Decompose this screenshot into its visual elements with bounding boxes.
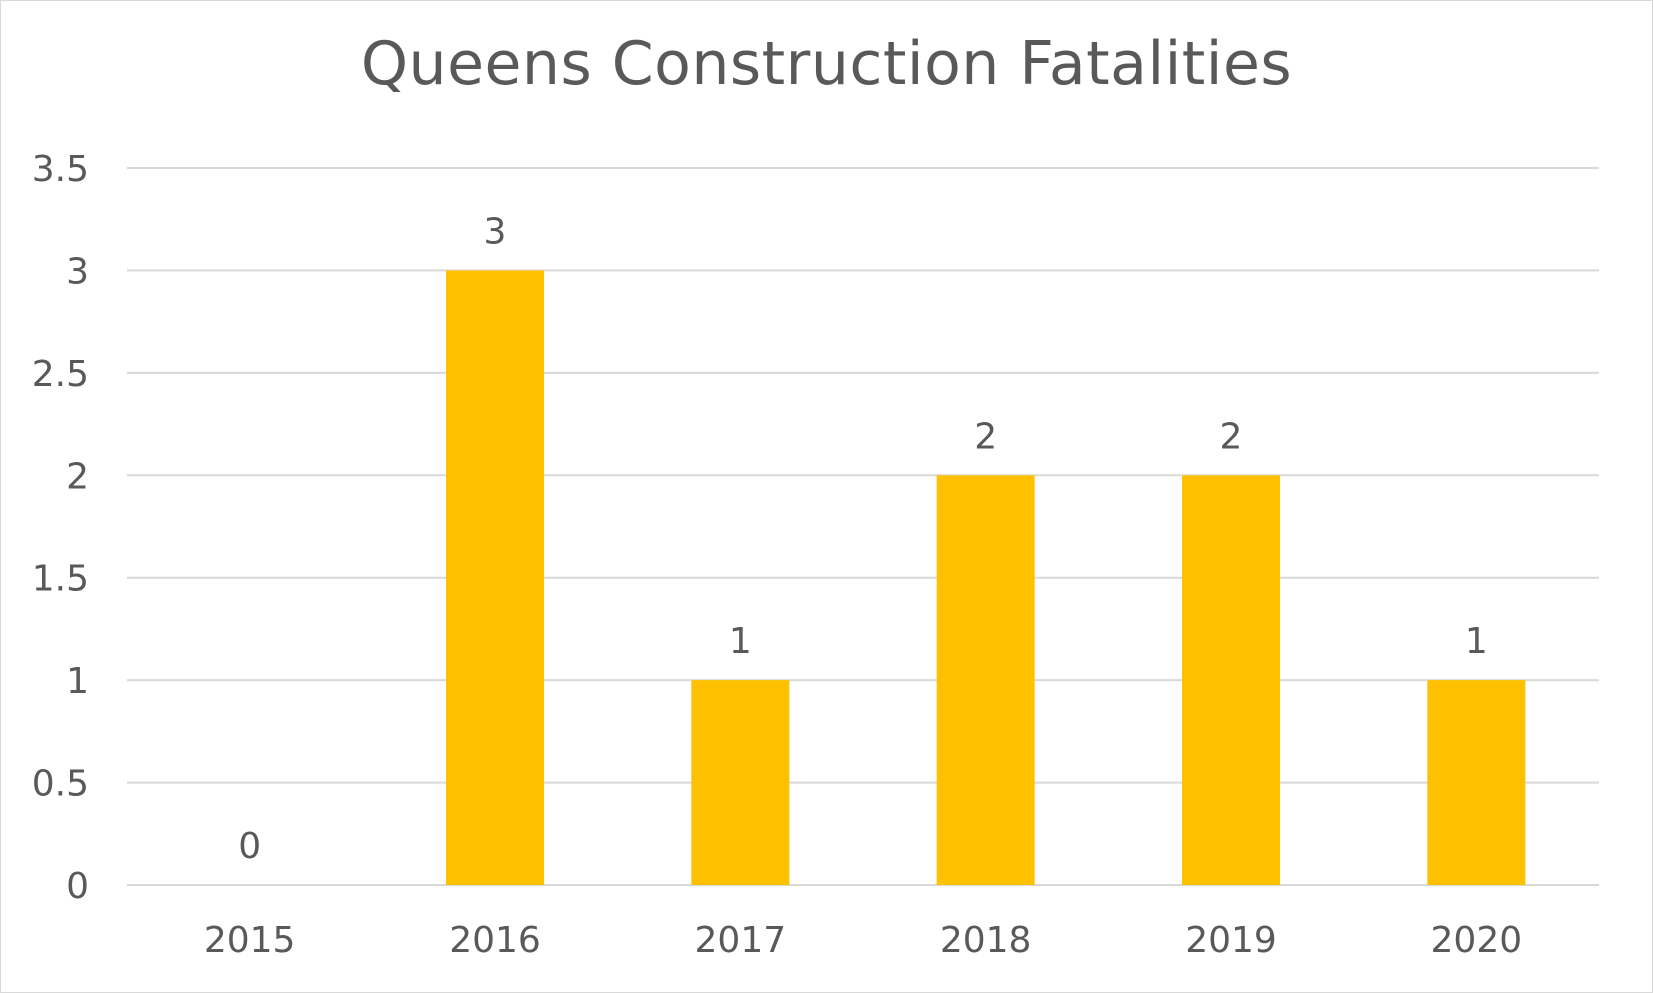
chart-title: Queens Construction Fatalities [360,29,1293,99]
x-axis-tick-labels: 2015 2016 2017 2018 2019 2020 [204,920,1522,961]
data-labels: 0 3 1 2 2 1 [238,211,1488,867]
y-axis-tick-labels: 0 0.5 1 1.5 2 2.5 3 3.5 [32,149,89,907]
x-tick-label: 2015 [204,920,296,961]
x-tick-label: 2019 [1185,920,1277,961]
y-tick-label: 2 [66,456,89,497]
data-label-2019: 2 [1220,416,1243,457]
data-label-2016: 3 [484,211,507,252]
x-tick-label: 2017 [695,920,787,961]
x-tick-label: 2020 [1431,920,1523,961]
x-tick-label: 2018 [940,920,1032,961]
data-label-2017: 1 [729,621,752,662]
bar-2019 [1182,475,1280,885]
data-label-2018: 2 [974,416,997,457]
y-tick-label: 3.5 [32,149,89,190]
bar-2018 [936,475,1035,885]
y-tick-label: 0 [66,866,89,907]
bars [446,270,1526,885]
x-tick-label: 2016 [449,920,541,961]
y-tick-label: 2.5 [32,354,89,395]
y-tick-label: 1 [66,661,89,702]
bar-2017 [691,680,790,885]
data-label-2020: 1 [1465,621,1488,662]
bar-2016 [446,270,544,885]
gridlines [127,167,1599,886]
y-tick-label: 0.5 [32,764,89,805]
data-label-2015: 0 [238,826,261,867]
y-tick-label: 3 [66,251,89,292]
y-tick-label: 1.5 [32,559,89,600]
bar-2020 [1427,680,1526,885]
